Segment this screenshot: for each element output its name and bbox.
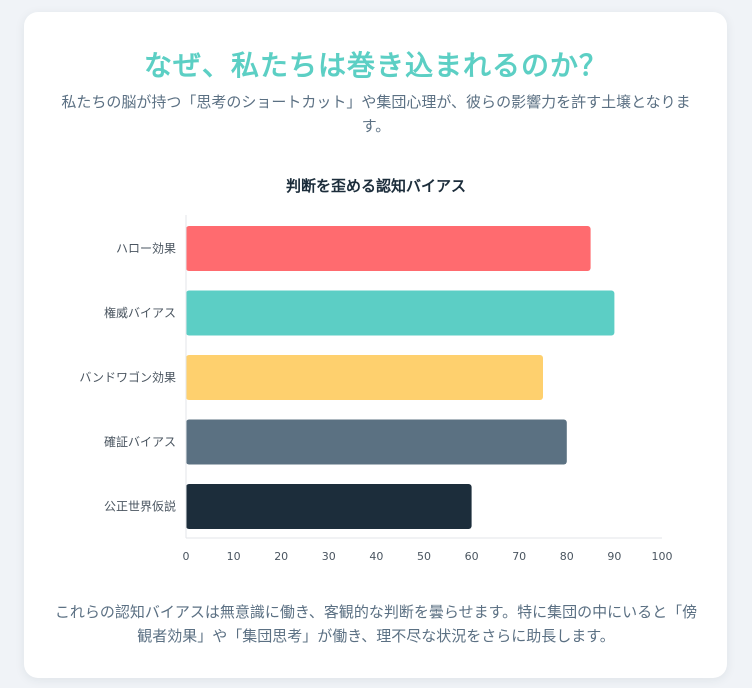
- x-tick-label-60: 60: [465, 550, 479, 563]
- x-tick-label-100: 100: [652, 550, 673, 563]
- x-tick-labels-group: 0 10 20 30 40 50 60 70 80 90 100: [183, 550, 673, 563]
- bar-2: [186, 290, 615, 336]
- x-tick-label-50: 50: [417, 550, 431, 563]
- x-tick-label-0: 0: [183, 550, 190, 563]
- content-card: [24, 12, 727, 678]
- category-label-4: 確証バイアス: [104, 434, 176, 449]
- x-tick-label-80: 80: [560, 550, 574, 563]
- bias-bar-chart: 判断を歪める認知バイアス ハロー効果権威バイアスバンドワゴン効果確証バイアス公正…: [79, 177, 673, 563]
- bar-4: [186, 419, 567, 465]
- x-tick-label-10: 10: [227, 550, 241, 563]
- bars-group: [186, 226, 615, 529]
- x-tick-label-90: 90: [607, 550, 621, 563]
- x-tick-label-40: 40: [369, 550, 383, 563]
- x-tick-label-30: 30: [322, 550, 336, 563]
- page-subtitle: 私たちの脳が持つ「思考のショートカット」や集団心理が、彼らの影響力を許す土壌とな…: [61, 93, 691, 135]
- category-label-3: バンドワゴン効果: [79, 370, 176, 385]
- footer-note: これらの認知バイアスは無意識に働き、客観的な判断を曇らせます。特に集団の中にいる…: [54, 603, 698, 645]
- x-tick-label-20: 20: [274, 550, 288, 563]
- category-label-1: ハロー効果: [116, 241, 176, 256]
- category-label-2: 権威バイアス: [104, 305, 176, 320]
- bar-3: [186, 355, 543, 400]
- category-label-5: 公正世界仮説: [104, 499, 176, 514]
- bar-1: [186, 226, 591, 271]
- chart-title: 判断を歪める認知バイアス: [286, 177, 466, 195]
- page-title: なぜ、私たちは巻き込まれるのか？: [143, 49, 608, 82]
- x-tick-label-70: 70: [512, 550, 526, 563]
- bar-5: [186, 484, 472, 529]
